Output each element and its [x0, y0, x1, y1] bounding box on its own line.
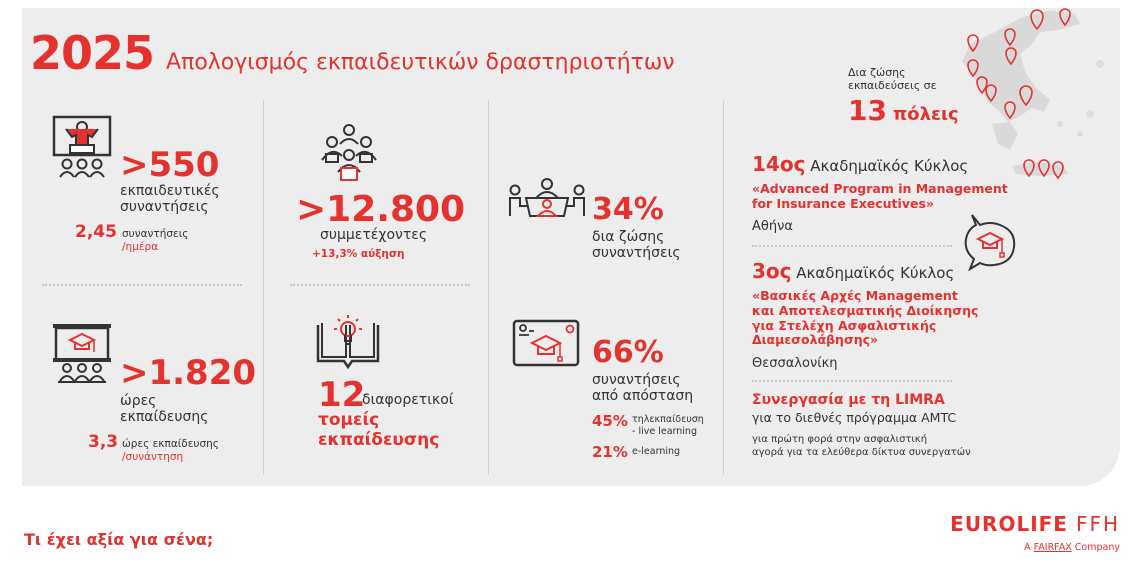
meetings-label-line1: εκπαιδευτικές: [120, 183, 220, 199]
cycle2-city: Θεσσαλονίκη: [752, 356, 838, 371]
map-label: Δια ζώσης εκπαιδεύσεις σε: [848, 66, 937, 92]
logo-brand: EUROLIFE FFH: [950, 512, 1120, 536]
remote-label-line1: συναντήσεις: [592, 372, 681, 388]
limra-note: για πρώτη φορά στην ασφαλιστική αγορά γι…: [752, 434, 971, 459]
meetings-value: >550: [120, 145, 220, 185]
meetings-label: εκπαιδευτικές συναντήσεις: [120, 183, 220, 215]
remote-value: 66%: [592, 335, 664, 370]
logo-tag-suffix: Company: [1074, 542, 1120, 553]
cycle1-program-line2: for Insurance Executives»: [752, 195, 934, 211]
map-label-line2: εκπαιδεύσεις σε: [848, 79, 937, 93]
hours-per-meeting-value: 3,3: [88, 432, 119, 452]
sectors-highlight-line1: τομείς: [318, 410, 380, 430]
cycle1-program: «Advanced Program in Management for Insu…: [752, 181, 1008, 212]
hours-label-line2: εκπαίδευσης: [120, 409, 209, 426]
footer-slogan: Τι έχει αξία για σένα;: [24, 530, 214, 549]
in-person-label-line2: συναντήσεις: [592, 245, 681, 262]
participants-value: >12.800: [296, 189, 466, 230]
cycle1-number: 14ος: [752, 152, 806, 176]
title-text: Απολογισμός εκπαιδευτικών δραστηριοτήτων: [166, 50, 675, 75]
hours-per-meeting-text: ώρες εκπαίδευσης: [122, 438, 219, 450]
column-divider: [263, 100, 264, 475]
cities-count-unit: πόλεις: [892, 104, 959, 125]
cities-count-value: 13: [848, 94, 887, 127]
map-label-line1: Δια ζώσης: [848, 66, 906, 79]
in-person-value: 34%: [592, 192, 664, 227]
infographic-panel: [22, 8, 1120, 486]
meetings-per-day-text: συναντήσεις: [122, 228, 189, 240]
speech-bubble-graduation-icon: [964, 214, 1016, 271]
live-learning-line2: - live learning: [632, 425, 697, 437]
row-divider: [752, 245, 952, 247]
cycle2-label: Ακαδημαϊκός Κύκλος: [796, 264, 955, 282]
row-divider: [290, 284, 470, 286]
limra-title: Συνεργασία με τη LIMRA: [752, 392, 945, 408]
eurolife-logo[interactable]: EUROLIFE FFH A FAIRFAX Company: [950, 512, 1120, 553]
greece-map-icon: [962, 8, 1104, 180]
cycle1-program-line1: «Advanced Program in Management: [752, 181, 1008, 196]
participants-label: συμμετέχοντες: [320, 227, 428, 243]
elearning-label: e-learning: [632, 446, 681, 457]
column-divider: [488, 100, 489, 475]
logo-tagline: A FAIRFAX Company: [950, 542, 1120, 553]
live-learning-line1: τηλεκπαίδευση: [632, 414, 704, 425]
cycle2-program-line4: Διαμεσολάβησης»: [752, 332, 879, 348]
title-year: 2025: [30, 26, 155, 80]
cycle1-heading: 14ος Ακαδημαϊκός Κύκλος: [752, 152, 968, 176]
logo-brand-main: EUROLIFE: [950, 512, 1068, 536]
book-lightbulb-icon: [316, 315, 380, 369]
cycle1-label: Ακαδημαϊκός Κύκλος: [810, 157, 969, 175]
participants-growth: +13,3% αύξηση: [312, 248, 405, 260]
sectors-highlight-line2: εκπαίδευσης: [318, 430, 440, 451]
elearning-screen-icon: [512, 319, 580, 367]
meetings-per-day-label: συναντήσεις /ημέρα: [122, 228, 188, 254]
cycle2-program-line1: «Βασικές Αρχές Management: [752, 288, 958, 303]
row-divider: [42, 284, 242, 286]
hours-label: ώρες εκπαίδευσης: [120, 393, 208, 425]
meetings-per-day-value: 2,45: [75, 222, 117, 242]
live-learning-label: τηλεκπαίδευση - live learning: [632, 414, 704, 438]
hours-per-meeting-unit: /συνάντηση: [122, 451, 184, 464]
logo-tag-company: FAIRFAX: [1033, 542, 1072, 553]
hours-value: >1.820: [120, 353, 257, 393]
cities-count: 13 πόλεις: [848, 94, 959, 127]
logo-brand-suffix: FFH: [1075, 512, 1120, 536]
column-divider: [723, 100, 724, 475]
limra-note-line2: αγορά για τα ελεύθερα δίκτυα συνεργατών: [752, 446, 971, 458]
graduation-board-icon: [53, 324, 111, 383]
cycle2-program: «Βασικές Αρχές Management και Αποτελεσμα…: [752, 288, 979, 348]
cycle2-program-line2: και Αποτελεσματικής Διοίκησης: [752, 302, 979, 318]
in-person-label-line1: δια ζώσης: [592, 229, 665, 245]
sectors-highlight: τομείς εκπαίδευσης: [318, 410, 439, 451]
cycle1-city: Αθήνα: [752, 219, 793, 234]
remote-label-line2: από απόσταση: [592, 388, 694, 405]
sectors-label: διαφορετικοί: [362, 392, 454, 408]
sectors-value: 12: [318, 375, 366, 415]
in-person-label: δια ζώσης συναντήσεις: [592, 229, 681, 261]
meetings-per-day-unit: /ημέρα: [122, 241, 159, 254]
elearning-value: 21%: [592, 443, 628, 461]
cycle2-program-line3: για Στελέχη Ασφαλιστικής: [752, 317, 937, 333]
cycle2-heading: 3ος Ακαδημαϊκός Κύκλος: [752, 259, 954, 283]
meeting-table-icon: [509, 178, 585, 217]
row-divider: [752, 380, 952, 382]
meetings-label-line2: συναντήσεις: [120, 199, 209, 216]
limra-note-line1: για πρώτη φορά στην ασφαλιστική: [752, 434, 928, 445]
remote-label: συναντήσεις από απόσταση: [592, 372, 693, 404]
logo-tag-prefix: A: [1024, 542, 1031, 553]
presenter-audience-icon: [52, 115, 112, 178]
group-laptops-icon: [321, 124, 377, 181]
live-learning-value: 45%: [592, 412, 628, 430]
limra-subtitle: για το διεθνές πρόγραμμα AMTC: [752, 410, 957, 425]
page-title: 2025 Απολογισμός εκπαιδευτικών δραστηριο…: [30, 26, 675, 80]
cycle2-number: 3ος: [752, 259, 792, 283]
hours-label-line1: ώρες: [120, 393, 157, 409]
hours-per-meeting-label: ώρες εκπαίδευσης /συνάντηση: [122, 438, 219, 464]
